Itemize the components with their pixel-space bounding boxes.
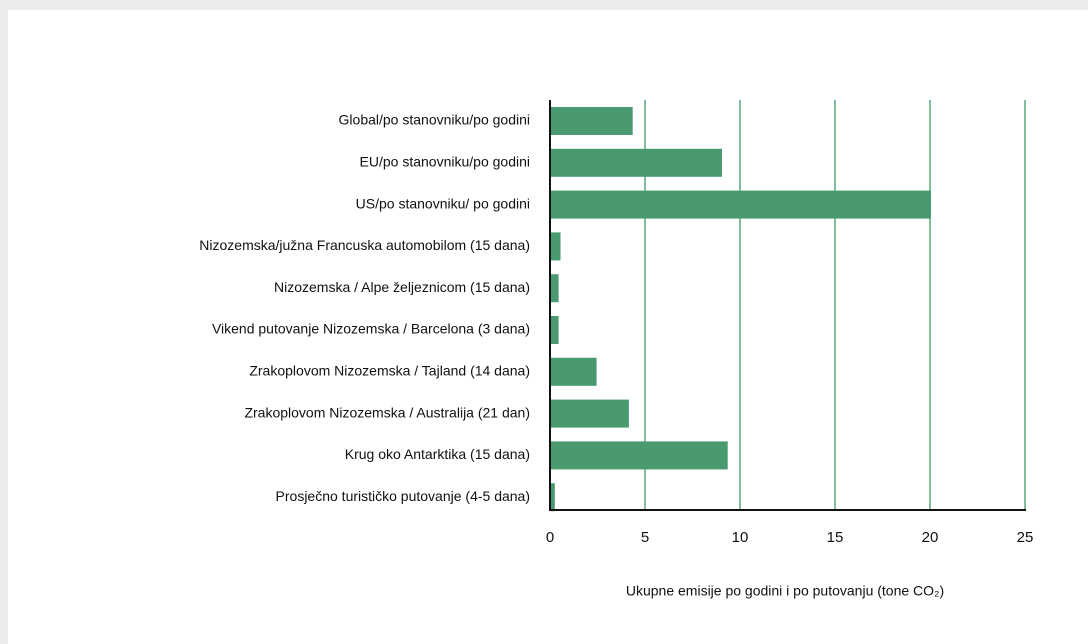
y-tick-label: Krug oko Antarktika (15 dana) [345, 446, 530, 462]
x-tick-label: 5 [641, 529, 649, 546]
y-tick-label: Prosječno turističko putovanje (4-5 dana… [276, 488, 530, 504]
bar [551, 316, 559, 344]
y-tick-label: Global/po stanovniku/po godini [339, 112, 530, 128]
y-tick-label: Nizozemska/južna Francuska automobilom (… [199, 237, 530, 253]
x-tick-label: 10 [732, 529, 749, 546]
y-tick-label: Vikend putovanje Nizozemska / Barcelona … [212, 321, 530, 337]
y-tick-label: Zrakoplovom Nizozemska / Tajland (14 dan… [249, 363, 530, 379]
y-tick-label: EU/po stanovniku/po godini [360, 154, 530, 170]
y-tick-label: Nizozemska / Alpe željeznicom (15 dana) [274, 279, 530, 295]
bar [551, 107, 633, 135]
bar [551, 190, 931, 219]
bar [551, 232, 561, 261]
bar [551, 357, 597, 386]
bar [551, 274, 559, 303]
x-axis-label: Ukupne emisije po godini i po putovanju … [626, 583, 944, 599]
x-tick-label: 20 [922, 529, 939, 546]
x-tick-label: 0 [546, 529, 554, 546]
bar [551, 148, 722, 177]
bar [551, 399, 629, 428]
card [8, 10, 1088, 644]
bar [551, 441, 728, 470]
y-tick-label: US/po stanovniku/ po godini [356, 195, 530, 211]
x-tick-label: 25 [1017, 529, 1034, 546]
y-tick-label: Zrakoplovom Nizozemska / Australija (21 … [244, 404, 530, 420]
x-tick-label: 15 [827, 529, 844, 546]
bar [551, 483, 555, 512]
